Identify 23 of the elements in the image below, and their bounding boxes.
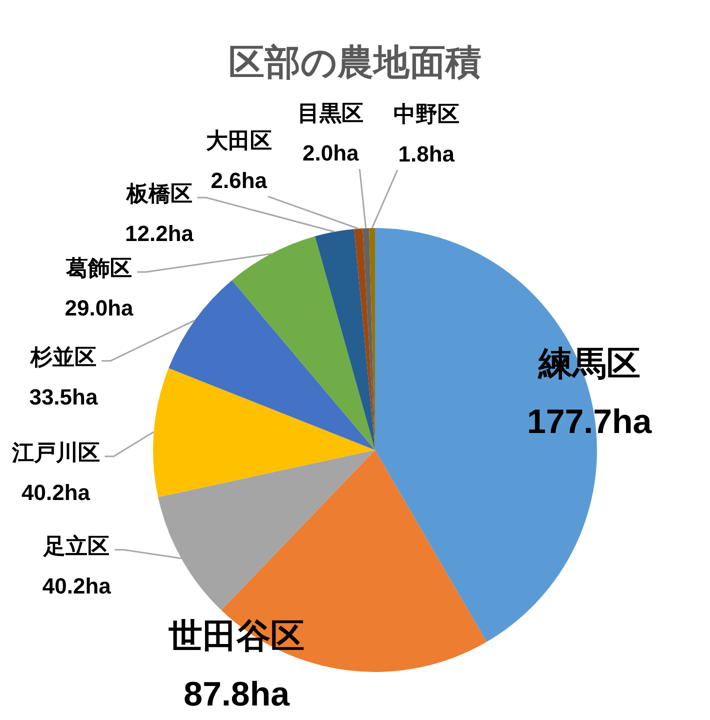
slice-label: 杉並区 xyxy=(29,344,96,370)
slice-label: 目黒区 xyxy=(298,100,364,126)
pie-slice xyxy=(354,228,375,450)
data-label: 40.2ha xyxy=(22,480,91,505)
pie-slice xyxy=(153,368,375,498)
data-label: 1.8ha xyxy=(398,142,456,167)
data-label: 33.5ha xyxy=(29,384,98,410)
pie-slice xyxy=(168,280,375,450)
chart-title: 区部の農地面積 xyxy=(228,42,482,82)
data-label: 87.8ha xyxy=(184,676,291,714)
slice-label: 江戸川区 xyxy=(10,440,100,465)
pie-slice xyxy=(314,228,375,450)
data-label: 40.2ha xyxy=(42,573,112,598)
data-label: 29.0ha xyxy=(64,296,134,321)
data-label: 2.0ha xyxy=(302,140,360,166)
slice-label: 板橋区 xyxy=(125,181,192,206)
slice-label: 中野区 xyxy=(393,102,460,127)
data-label: 2.6ha xyxy=(210,168,268,193)
data-label: 12.2ha xyxy=(125,221,194,246)
pie-slice xyxy=(232,236,375,450)
slice-label: 大田区 xyxy=(206,128,272,153)
slice-label: 葛飾区 xyxy=(65,256,132,281)
slice-label: 足立区 xyxy=(42,533,110,558)
